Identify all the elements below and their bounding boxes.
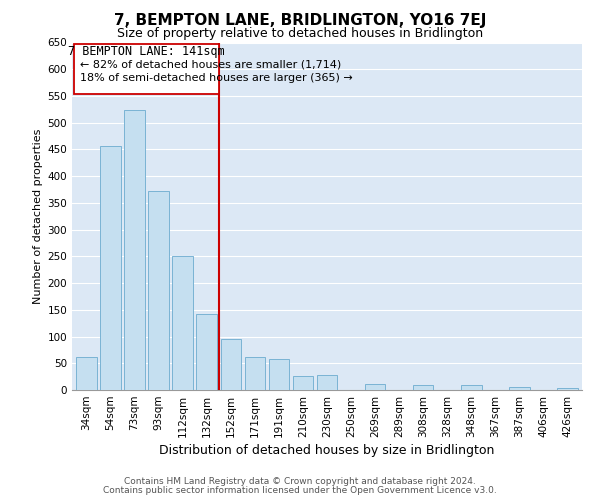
Text: 18% of semi-detached houses are larger (365) →: 18% of semi-detached houses are larger (… <box>80 73 352 83</box>
Bar <box>100 146 121 390</box>
Bar <box>557 388 578 390</box>
Text: 7 BEMPTON LANE: 141sqm: 7 BEMPTON LANE: 141sqm <box>68 46 225 59</box>
Bar <box>317 375 337 390</box>
Text: Contains public sector information licensed under the Open Government Licence v3: Contains public sector information licen… <box>103 486 497 495</box>
Bar <box>413 384 433 390</box>
FancyBboxPatch shape <box>74 44 219 94</box>
Text: Contains HM Land Registry data © Crown copyright and database right 2024.: Contains HM Land Registry data © Crown c… <box>124 477 476 486</box>
Bar <box>124 110 145 390</box>
Bar <box>461 384 482 390</box>
Bar <box>245 357 265 390</box>
Bar <box>196 314 217 390</box>
Text: ← 82% of detached houses are smaller (1,714): ← 82% of detached houses are smaller (1,… <box>80 59 341 69</box>
Bar <box>172 256 193 390</box>
Bar <box>76 357 97 390</box>
Y-axis label: Number of detached properties: Number of detached properties <box>33 128 43 304</box>
X-axis label: Distribution of detached houses by size in Bridlington: Distribution of detached houses by size … <box>160 444 494 457</box>
Bar <box>269 359 289 390</box>
Bar <box>365 384 385 390</box>
Bar <box>221 339 241 390</box>
Text: 7, BEMPTON LANE, BRIDLINGTON, YO16 7EJ: 7, BEMPTON LANE, BRIDLINGTON, YO16 7EJ <box>114 12 486 28</box>
Bar <box>148 191 169 390</box>
Bar <box>509 388 530 390</box>
Text: Size of property relative to detached houses in Bridlington: Size of property relative to detached ho… <box>117 28 483 40</box>
Bar <box>293 376 313 390</box>
